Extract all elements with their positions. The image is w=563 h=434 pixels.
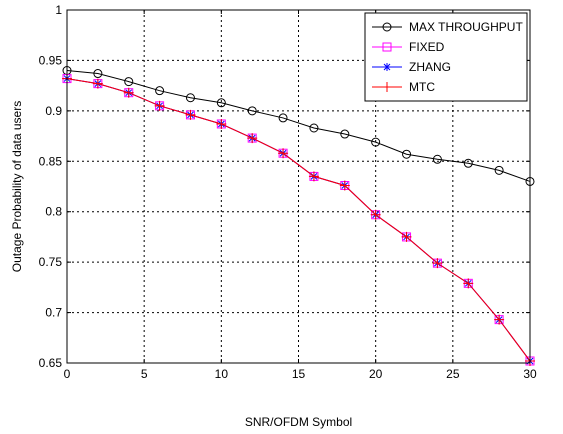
data-point-mtc <box>247 133 258 144</box>
data-point-mtc <box>92 78 103 89</box>
data-point-max-throughput <box>463 158 473 168</box>
series-mtc <box>62 73 535 366</box>
data-point-max-throughput <box>340 129 350 139</box>
y-tick-label: 1 <box>55 3 62 17</box>
data-point-max-throughput <box>309 123 319 133</box>
x-tick-label: 25 <box>446 367 460 381</box>
data-point-max-throughput <box>494 165 504 175</box>
data-point-mtc <box>123 87 134 98</box>
y-axis-label: Outage Probability of data users <box>10 101 24 272</box>
data-point-max-throughput <box>124 77 134 87</box>
data-point-max-throughput <box>93 69 103 79</box>
legend-item-max-throughput: MAX THROUGHPUT <box>372 20 523 34</box>
y-tick-label: 0.85 <box>39 154 63 168</box>
data-point-max-throughput <box>185 93 195 103</box>
x-tick-label: 15 <box>292 367 306 381</box>
data-point-mtc <box>401 231 412 242</box>
data-point-mtc <box>278 148 289 159</box>
series-line-max-throughput <box>66 70 531 182</box>
x-tick-label: 10 <box>215 367 229 381</box>
legend-item-zhang: ZHANG <box>372 60 451 74</box>
x-tick-label: 20 <box>369 367 383 381</box>
legend-label: MAX THROUGHPUT <box>409 20 523 34</box>
data-point-max-throughput <box>402 149 412 159</box>
legend-box <box>364 12 528 102</box>
x-tick-label: 5 <box>141 367 148 381</box>
data-point-max-throughput <box>371 137 381 147</box>
legend-swatch-marker <box>382 22 392 32</box>
data-point-mtc <box>494 314 505 325</box>
series-max-throughput <box>62 66 535 186</box>
x-tick-label: 30 <box>523 367 537 381</box>
data-point-mtc <box>432 258 443 269</box>
data-point-mtc <box>308 171 319 182</box>
data-point-max-throughput <box>216 98 226 108</box>
legend-item-mtc: MTC <box>372 80 435 94</box>
data-point-mtc <box>216 118 227 129</box>
data-point-max-throughput <box>432 154 442 164</box>
legend: MAX THROUGHPUT FIXED ZHANG MTC <box>364 12 528 102</box>
legend-item-fixed: FIXED <box>372 40 445 54</box>
data-point-max-throughput <box>247 106 257 116</box>
series-line-mtc <box>66 78 531 362</box>
legend-label: FIXED <box>409 40 445 54</box>
y-tick-label: 0.95 <box>39 53 63 67</box>
x-axis-label: SNR/OFDM Symbol <box>245 415 352 429</box>
data-point-max-throughput <box>278 113 288 123</box>
legend-swatch-marker <box>383 63 391 71</box>
y-tick-label: 0.7 <box>45 306 62 320</box>
x-tick-label: 0 <box>64 367 71 381</box>
y-tick-label: 0.8 <box>45 205 62 219</box>
y-tick-label: 0.9 <box>45 104 62 118</box>
legend-label: ZHANG <box>409 60 451 74</box>
data-point-mtc <box>370 209 381 220</box>
data-point-mtc <box>463 278 474 289</box>
legend-swatch-marker <box>382 42 392 52</box>
y-tick-label: 0.65 <box>39 356 63 370</box>
ticks: 0 5 10 15 20 25 30 0.65 0.7 0.75 0.8 0.85 0.9 0.95 1 <box>39 3 537 381</box>
data-point-mtc <box>339 180 350 191</box>
data-point-mtc <box>154 100 165 111</box>
data-point-max-throughput <box>155 86 165 96</box>
legend-label: MTC <box>409 80 435 94</box>
y-tick-label: 0.75 <box>39 255 63 269</box>
data-point-mtc <box>185 109 196 120</box>
legend-swatch-marker <box>382 82 392 92</box>
